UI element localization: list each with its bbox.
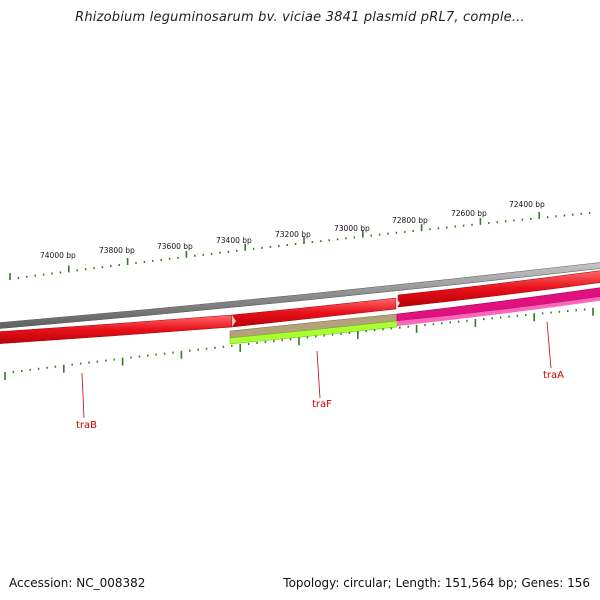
- traA-leader-line: [546, 321, 552, 369]
- ruler-label: 73200 bp: [275, 230, 311, 239]
- map-title: Rhizobium leguminosarum bv. viciae 3841 …: [75, 10, 525, 25]
- ruler-label: 74000 bp: [40, 251, 76, 260]
- inner-tick-ruler: [4, 307, 594, 380]
- gene-lime-strip[interactable]: [229, 320, 398, 345]
- ruler-label: 73400 bp: [216, 236, 252, 245]
- ruler-label: 72400 bp: [509, 200, 545, 209]
- ruler-label: 73600 bp: [157, 242, 193, 251]
- gene-pink-strip: [397, 296, 600, 326]
- traB-leader-line: [81, 372, 85, 419]
- traF-leader-line: [316, 350, 321, 399]
- ruler-label: 73800 bp: [99, 246, 135, 255]
- backbone-track: [0, 262, 600, 329]
- ruler-label: 73000 bp: [334, 224, 370, 233]
- gene-label-traF[interactable]: traF: [312, 399, 332, 410]
- arrow-marker: [396, 298, 400, 309]
- ruler-label: 72600 bp: [451, 209, 487, 218]
- ruler-label: 72800 bp: [392, 216, 428, 225]
- accession-text: Accession: NC_008382: [9, 576, 146, 590]
- gene-label-traB[interactable]: traB: [76, 420, 97, 431]
- gene-label-traA[interactable]: traA: [543, 370, 564, 381]
- outer-tick-ruler: [9, 211, 591, 280]
- ruler-labels: 74000 bp 73800 bp 73600 bp 73400 bp 7320…: [40, 200, 545, 260]
- gene-red-right-bar[interactable]: [397, 270, 600, 308]
- arrow-marker: [232, 315, 236, 327]
- summary-text: Topology: circular; Length: 151,564 bp; …: [283, 576, 590, 590]
